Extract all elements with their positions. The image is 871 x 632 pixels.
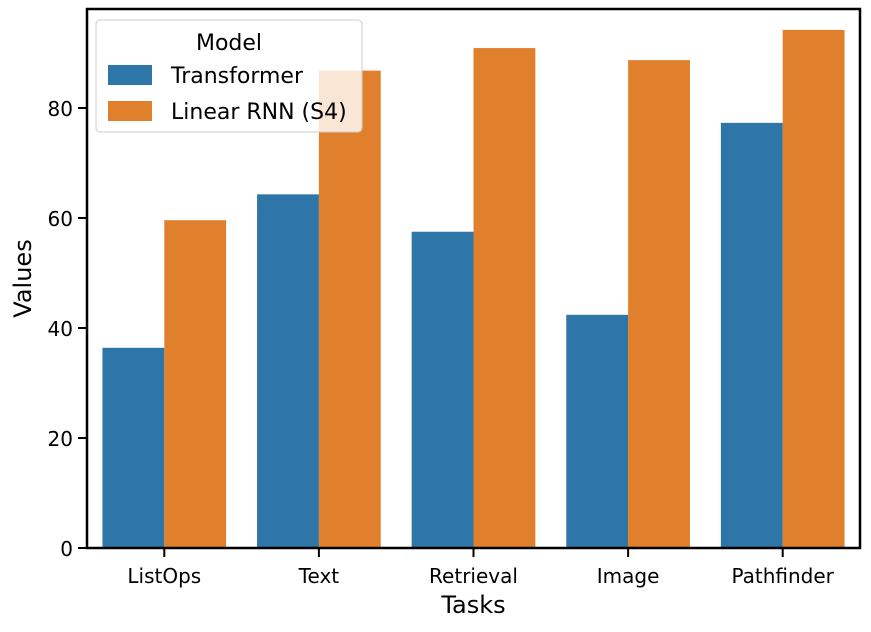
bar-linear-rnn-s4-text bbox=[318, 70, 381, 548]
y-tick-label: 20 bbox=[48, 427, 73, 451]
bars-layer bbox=[102, 29, 845, 549]
bar-transformer-text bbox=[257, 194, 319, 548]
y-axis-title: Values bbox=[9, 239, 37, 317]
bar-transformer-pathfinder bbox=[720, 122, 783, 548]
bar-linear-rnn-s4-pathfinder bbox=[782, 29, 845, 548]
x-axis-title: Tasks bbox=[440, 591, 505, 619]
legend-label-linear-rnn-s4: Linear RNN (S4) bbox=[171, 100, 347, 125]
x-tick-label: Retrieval bbox=[429, 564, 518, 588]
axes-layer: 0 20 40 60 80 ListOps Text Retrieval Image Pathfi… bbox=[48, 7, 862, 588]
x-tick-label: Text bbox=[298, 564, 340, 588]
y-tick-label: 40 bbox=[48, 317, 73, 341]
legend-swatch-linear-rnn-s4 bbox=[108, 101, 152, 121]
bar-linear-rnn-s4-listops bbox=[164, 220, 227, 548]
legend-title: Model bbox=[196, 31, 262, 56]
x-tick-label: ListOps bbox=[127, 564, 201, 588]
legend: Model Transformer Linear RNN (S4) bbox=[95, 19, 363, 133]
bar-transformer-listops bbox=[102, 347, 165, 548]
labels-layer: Tasks Values bbox=[9, 239, 506, 619]
x-tick-label: Pathfinder bbox=[731, 564, 834, 588]
x-tick-label: Image bbox=[597, 564, 660, 588]
y-tick-label: 0 bbox=[60, 537, 73, 561]
legend-label-transformer: Transformer bbox=[170, 64, 304, 89]
bar-linear-rnn-s4-image bbox=[628, 60, 690, 549]
bar-linear-rnn-s4-retrieval bbox=[473, 48, 536, 549]
y-tick-label: 60 bbox=[48, 207, 73, 231]
bar-transformer-image bbox=[566, 314, 629, 548]
y-tick-label: 80 bbox=[48, 97, 73, 121]
bar-transformer-retrieval bbox=[411, 231, 474, 548]
legend-box bbox=[95, 19, 363, 133]
legend-swatch-transformer bbox=[108, 65, 152, 85]
